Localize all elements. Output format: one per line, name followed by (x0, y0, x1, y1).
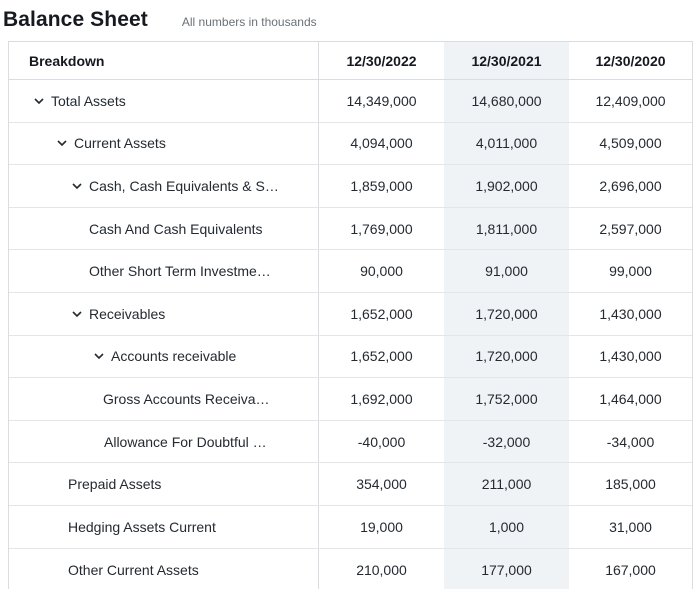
breakdown-cell: Prepaid Assets (9, 463, 319, 505)
value-cell: 1,652,000 (350, 305, 413, 322)
value-cell: 177,000 (444, 548, 569, 589)
value-cell: 1,720,000 (444, 292, 569, 335)
row-label: Prepaid Assets (68, 476, 162, 493)
row-label[interactable]: Accounts receivable (111, 348, 237, 365)
value-cell: 1,720,000 (444, 335, 569, 378)
value-cell: 2,597,000 (599, 220, 662, 237)
value-cell: 1,652,000 (350, 348, 413, 365)
value-cell: 210,000 (356, 561, 407, 578)
breakdown-cell: Other Short Term Investme… (9, 250, 319, 292)
value-cell: 91,000 (444, 250, 569, 292)
value-cell: 185,000 (605, 476, 656, 493)
breakdown-cell: Allowance For Doubtful … (9, 420, 319, 463)
breakdown-cell: Other Current Assets (9, 548, 319, 589)
units-note: All numbers in thousands (181, 15, 317, 29)
row-label[interactable]: Total Assets (51, 92, 126, 109)
value-cell: 31,000 (609, 518, 652, 535)
page-header: Balance Sheet All numbers in thousands (0, 0, 700, 41)
chevron-down-icon[interactable] (94, 353, 104, 360)
chevron-down-icon[interactable] (57, 140, 67, 147)
breakdown-cell[interactable]: Receivables (9, 292, 319, 335)
table-row: Hedging Assets Current 19,000 1,000 31,0… (9, 505, 692, 549)
value-cell: 1,859,000 (350, 177, 413, 194)
table-row: Receivables 1,652,000 1,720,000 1,430,00… (9, 292, 692, 336)
table-row: Other Current Assets 210,000 177,000 167… (9, 548, 692, 589)
value-cell: 1,811,000 (444, 207, 569, 250)
column-header-date-2021: 12/30/2021 (444, 42, 569, 79)
breakdown-cell: Cash And Cash Equivalents (9, 207, 319, 250)
value-cell: 1,464,000 (599, 390, 662, 407)
value-cell: -34,000 (606, 433, 655, 450)
chevron-down-icon[interactable] (72, 311, 82, 317)
value-cell: 1,752,000 (444, 378, 569, 420)
table-row: Accounts receivable 1,652,000 1,720,000 … (9, 335, 692, 379)
value-cell: 354,000 (356, 476, 407, 493)
page-title: Balance Sheet (3, 8, 148, 31)
table-row: Total Assets 14,349,000 14,680,000 12,40… (9, 80, 692, 123)
row-label: Allowance For Doubtful … (104, 433, 267, 450)
balance-sheet-table: Breakdown 12/30/2022 12/30/2021 12/30/20… (8, 41, 693, 589)
table-row: Prepaid Assets 354,000 211,000 185,000 (9, 463, 692, 506)
value-cell: 14,680,000 (444, 80, 569, 122)
chevron-down-icon[interactable] (34, 98, 44, 104)
value-cell: 4,094,000 (350, 135, 413, 152)
value-cell: 99,000 (609, 263, 652, 280)
value-cell: 1,692,000 (350, 390, 413, 407)
value-cell: 14,349,000 (346, 92, 417, 109)
table-row: Allowance For Doubtful … -40,000 -32,000… (9, 420, 692, 464)
value-cell: 4,011,000 (444, 122, 569, 165)
value-cell: 1,430,000 (599, 348, 662, 365)
row-label[interactable]: Cash, Cash Equivalents & S… (89, 177, 279, 194)
breakdown-cell: Gross Accounts Receiva… (9, 378, 319, 420)
row-label: Hedging Assets Current (68, 518, 216, 535)
row-label[interactable]: Current Assets (74, 135, 166, 152)
value-cell: -40,000 (357, 433, 406, 450)
row-label[interactable]: Receivables (89, 305, 166, 322)
value-cell: 1,902,000 (444, 165, 569, 207)
value-cell: 211,000 (444, 463, 569, 505)
value-cell: 1,000 (444, 505, 569, 548)
column-header-date-2020: 12/30/2020 (595, 52, 666, 69)
row-label: Other Short Term Investme… (89, 263, 271, 280)
table-row: Cash And Cash Equivalents 1,769,000 1,81… (9, 207, 692, 251)
value-cell: 12,409,000 (595, 92, 666, 109)
row-label: Other Current Assets (68, 561, 199, 578)
value-cell: 2,696,000 (599, 177, 662, 194)
row-label: Cash And Cash Equivalents (89, 220, 263, 237)
table-row: Other Short Term Investme… 90,000 91,000… (9, 250, 692, 293)
breakdown-cell[interactable]: Cash, Cash Equivalents & S… (9, 165, 319, 207)
breakdown-cell[interactable]: Total Assets (9, 80, 319, 122)
table-row: Gross Accounts Receiva… 1,692,000 1,752,… (9, 378, 692, 421)
value-cell: -32,000 (444, 420, 569, 463)
row-label: Gross Accounts Receiva… (103, 390, 270, 407)
table-row: Cash, Cash Equivalents & S… 1,859,000 1,… (9, 165, 692, 208)
breakdown-cell[interactable]: Accounts receivable (9, 335, 319, 378)
column-header-breakdown: Breakdown (9, 42, 319, 79)
value-cell: 19,000 (360, 518, 403, 535)
value-cell: 4,509,000 (599, 135, 662, 152)
column-header-date-2022: 12/30/2022 (346, 52, 417, 69)
value-cell: 1,769,000 (350, 220, 413, 237)
breakdown-cell: Hedging Assets Current (9, 505, 319, 548)
breakdown-cell[interactable]: Current Assets (9, 122, 319, 165)
value-cell: 167,000 (605, 561, 656, 578)
table-header-row: Breakdown 12/30/2022 12/30/2021 12/30/20… (9, 42, 692, 80)
value-cell: 1,430,000 (599, 305, 662, 322)
table-row: Current Assets 4,094,000 4,011,000 4,509… (9, 122, 692, 166)
chevron-down-icon[interactable] (72, 183, 82, 189)
value-cell: 90,000 (360, 263, 403, 280)
